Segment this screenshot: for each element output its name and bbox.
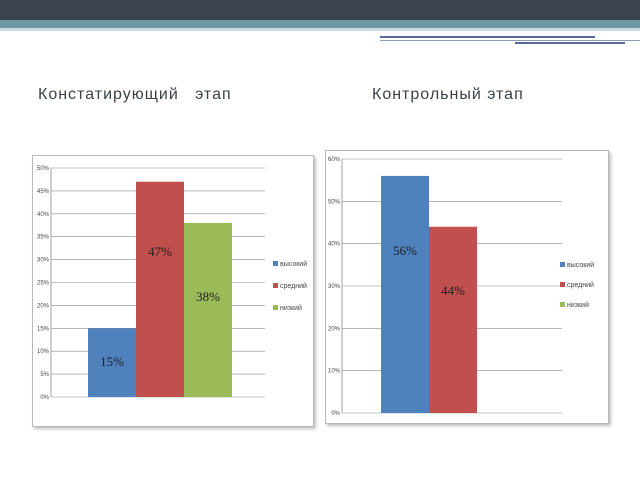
legend-swatch — [560, 262, 565, 267]
legend-label: высокий — [567, 261, 594, 269]
chart-left-svg: 0% 5% 10% 15% 20% 25% 30% 35% 40% 45% 50% 15% 47% 38%… — [37, 166, 307, 401]
bar-низкий — [184, 222, 232, 397]
y-tick-label: 20% — [328, 326, 341, 332]
legend-swatch — [273, 283, 278, 288]
bar-высокий — [88, 328, 136, 397]
title-right: Контрольный этап — [372, 86, 524, 103]
y-tick-label: 0% — [331, 411, 340, 417]
y-tick-label: 40% — [37, 212, 50, 218]
chart-left: 0% 5% 10% 15% 20% 25% 30% 35% 40% 45% 50% 15% 47% 38%… — [32, 155, 314, 427]
y-tick-label: 40% — [328, 242, 341, 248]
y-tick-label: 0% — [40, 395, 49, 401]
chart-right: 0% 10% 20% 30% 40% 50% 60% 56% 44% высокий средний… — [325, 150, 609, 424]
bar-средний — [136, 181, 184, 397]
legend-swatch — [273, 261, 278, 266]
legend-label: средний — [567, 281, 594, 289]
y-tick-label: 30% — [37, 258, 50, 264]
header-accent-light-stripe — [0, 28, 640, 31]
y-tick-label: 35% — [37, 235, 50, 241]
y-tick-label: 60% — [328, 157, 341, 163]
bar-средний — [429, 226, 477, 413]
data-label: 15% — [100, 354, 124, 369]
data-label: 47% — [148, 244, 172, 259]
legend-label: средний — [280, 282, 307, 290]
legend-label: высокий — [280, 260, 307, 268]
title-left: Констатирующий этап — [38, 86, 232, 103]
chart-right-svg: 0% 10% 20% 30% 40% 50% 60% 56% 44% высокий средний… — [328, 157, 594, 417]
bar-высокий — [381, 175, 429, 413]
y-tick-label: 20% — [37, 303, 50, 309]
legend-swatch — [560, 282, 565, 287]
legend-swatch — [560, 302, 565, 307]
y-tick-label: 30% — [328, 284, 341, 290]
y-tick-label: 50% — [37, 166, 50, 172]
decor-line — [380, 40, 640, 41]
decor-line — [515, 42, 625, 44]
data-label: 44% — [441, 283, 465, 298]
y-tick-label: 15% — [37, 326, 50, 332]
y-tick-label: 45% — [37, 189, 50, 195]
data-label: 38% — [196, 289, 220, 304]
data-label: 56% — [393, 243, 417, 258]
decor-line — [380, 36, 595, 38]
header-bar — [0, 0, 640, 20]
y-tick-label: 10% — [37, 349, 50, 355]
header-accent-stripe — [0, 20, 640, 28]
legend-label: низкий — [280, 304, 302, 312]
legend-label: низкий — [567, 301, 589, 309]
legend-swatch — [273, 305, 278, 310]
y-tick-label: 25% — [37, 281, 50, 287]
y-tick-label: 10% — [328, 369, 341, 375]
y-tick-label: 50% — [328, 199, 341, 205]
y-tick-label: 5% — [40, 372, 49, 378]
